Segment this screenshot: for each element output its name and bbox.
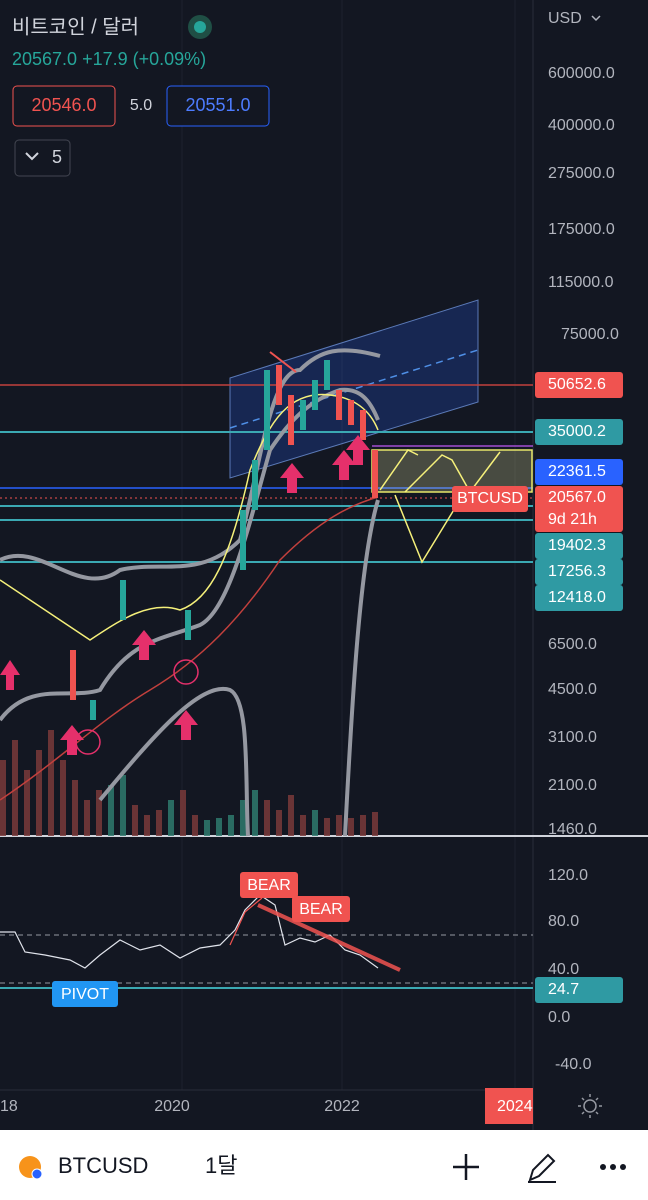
price-level: 400000.0 [548,117,615,134]
currency[interactable]: USD [548,10,582,27]
oscillator-curve [343,499,380,837]
price-tag-label: 20567.0 [548,489,606,506]
toolbar [0,1130,648,1200]
chevron [25,152,39,161]
ask: 20551.0 [185,95,250,115]
ma-fast [0,393,379,641]
pivot-tag [52,981,118,1007]
draw-button[interactable] [528,1153,556,1183]
price-tag-label: 17256.3 [548,563,606,580]
projection [394,494,456,564]
price-tag [535,559,623,585]
signal-arrows [0,435,370,755]
indicator-level: 40.0 [548,961,579,978]
price-level: 3100.0 [548,729,597,746]
indicator-tag-label: 24.7 [548,981,579,998]
bear-label: BEAR [299,901,343,918]
candles [70,360,378,720]
indicator-level: 120.0 [548,867,588,884]
channel-mid [229,349,479,429]
rsi-line [0,894,379,969]
status-dot [194,21,206,33]
price-tag-label: 35000.2 [548,423,606,440]
bear-tag [240,872,298,898]
price-level: 75000.0 [561,326,619,343]
more-button[interactable] [600,1164,626,1170]
price-level: 175000.0 [548,221,615,238]
price-tag [535,533,623,559]
bid-box[interactable] [12,85,116,127]
price-tag [535,419,623,445]
bid: 20546.0 [31,95,96,115]
add-button[interactable] [453,1154,479,1180]
price-level: 2100.0 [548,777,597,794]
indicator-toggle[interactable] [14,139,71,177]
pivot-label: PIVOT [61,986,109,1003]
indicator-level: 0.0 [548,1009,570,1026]
price-tag [535,459,623,485]
time-label: 2022 [324,1098,360,1115]
marker [75,729,101,755]
range-box [371,449,533,493]
indicator-level: -40.0 [555,1056,592,1073]
price-level: 4500.0 [548,681,597,698]
price-tag-label: 22361.5 [548,463,606,480]
projection [379,449,419,491]
toolbar-symbol[interactable]: BTCUSD [58,1153,148,1178]
symbol-title: 비트코인 / 달러 [12,15,139,38]
symbol-tag [452,486,528,512]
price-tag-label: 50652.6 [548,376,606,393]
price-tag [535,486,623,532]
price-tag-label: 19402.3 [548,537,606,554]
rsi-overbought [229,897,263,946]
price-tag-label: 12418.0 [548,589,606,606]
price-tag [535,585,623,611]
price-tag [535,372,623,398]
bear-label: BEAR [247,877,291,894]
price-level: 1460.0 [548,821,597,838]
bear-tag [292,896,350,922]
price-level: 600000.0 [548,65,615,82]
time-label: 2024 [497,1098,533,1115]
settings-icon[interactable] [578,1094,602,1118]
indicator-count: 5 [52,147,62,167]
time-label: 18 [0,1098,18,1115]
indicator-tag [535,977,623,1003]
marker [173,659,199,685]
symbol-tag-label: BTCUSD [457,490,523,507]
flag-icon [31,1168,43,1180]
chevron [591,15,601,22]
divergence [257,903,401,972]
quote: 20567.0 +17.9 (+0.09%) [12,49,206,69]
time-label: 2020 [154,1098,190,1115]
countdown: 9d 21h [548,511,597,528]
time-tag [485,1088,533,1124]
price-level: 275000.0 [548,165,615,182]
indicator-level: 80.0 [548,913,579,930]
ask-box[interactable] [166,85,270,127]
price-level: 6500.0 [548,636,597,653]
spread: 5.0 [130,97,152,114]
oscillator-curve [98,686,250,837]
toolbar-interval[interactable]: 1달 [205,1153,237,1178]
projection [404,451,501,494]
trend [269,351,297,373]
price-level: 115000.0 [548,274,614,291]
